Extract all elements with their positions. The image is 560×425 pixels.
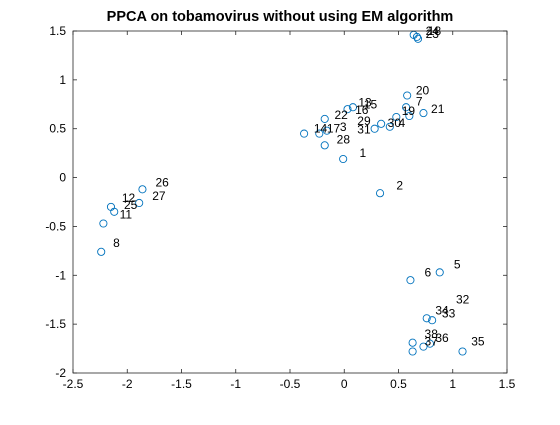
point-label: 13 [358, 95, 372, 109]
data-point [392, 112, 401, 122]
point-label: 7 [416, 94, 423, 108]
y-tick-label: 0 [59, 171, 66, 185]
y-tick-label: -1.5 [45, 317, 66, 331]
data-point [343, 105, 352, 114]
point-label: 27 [152, 189, 166, 203]
point-label: 30 [388, 116, 402, 130]
point-label: 16 [355, 103, 369, 117]
data-point [406, 276, 415, 285]
x-tick-label: -0.5 [280, 377, 301, 391]
plot-area [73, 31, 507, 373]
y-tick-label: -0.5 [45, 219, 66, 233]
data-point [425, 339, 435, 348]
data-point [339, 154, 348, 164]
data-point [322, 126, 331, 135]
data-point [348, 103, 357, 112]
data-point [428, 316, 437, 325]
axis-ticks: -2.5 -2 -1.5 -1 -0.5 0 0.5 1 1.5-2-1.5-1-0.500.5… [45, 24, 515, 391]
point-label: 38 [425, 327, 439, 341]
data-points [97, 30, 467, 356]
data-point [138, 185, 147, 194]
point-label: 33 [442, 306, 456, 320]
point-label: 8 [113, 236, 120, 250]
point-label: 34 [435, 303, 449, 317]
point-label: 25 [124, 198, 138, 212]
point-label: 23 [426, 27, 440, 41]
data-point [408, 338, 417, 347]
point-label: 26 [155, 175, 169, 189]
data-point [135, 198, 144, 208]
data-point [385, 122, 394, 131]
x-tick-label: 0.5 [390, 377, 407, 391]
data-point [97, 247, 106, 256]
data-point [458, 347, 467, 356]
x-tick-label: -1.5 [171, 377, 192, 391]
data-point [99, 219, 108, 228]
data-point [320, 141, 329, 150]
data-point [110, 207, 119, 216]
point-label: 15 [364, 97, 378, 111]
point-label: 19 [402, 104, 416, 118]
point-label: 12 [122, 191, 136, 205]
point-label: 11 [120, 208, 133, 222]
point-label: 5 [454, 258, 461, 272]
data-point [412, 32, 421, 41]
y-tick-label: -2 [55, 366, 66, 380]
point-label: 2 [396, 178, 403, 192]
data-point [435, 268, 444, 277]
y-tick-label: -1 [55, 268, 66, 282]
x-tick-label: 1.5 [499, 377, 516, 391]
point-label: 3 [340, 120, 347, 134]
x-tick-label: -1 [230, 377, 241, 391]
point-label: 4 [399, 116, 406, 130]
data-point [320, 114, 329, 123]
data-point [377, 119, 386, 128]
x-tick-label: 0 [341, 377, 348, 391]
point-label: 21 [431, 102, 445, 116]
y-tick-label: 0.5 [49, 122, 66, 136]
data-point [315, 129, 324, 138]
point-label: 29 [357, 114, 371, 128]
point-label: 36 [435, 331, 449, 345]
data-point [300, 129, 309, 138]
point-label: 31 [357, 123, 371, 137]
point-label: 35 [471, 335, 485, 349]
x-tick-label: -2.5 [63, 377, 84, 391]
data-point [408, 347, 417, 356]
data-point [403, 91, 412, 100]
point-label: 37 [425, 335, 439, 349]
data-point [413, 34, 423, 43]
data-point [419, 342, 428, 351]
axes-box [72, 30, 508, 374]
point-label: 17 [327, 122, 341, 136]
point-label: 14 [314, 122, 328, 136]
chart-title: PPCA on tobamovirus without using EM alg… [106, 9, 454, 25]
data-point [376, 189, 385, 198]
point-label: 6 [425, 265, 432, 279]
x-tick-label: -2 [122, 377, 133, 391]
data-point [405, 111, 414, 121]
data-point [419, 109, 428, 118]
y-tick-label: 1 [59, 73, 66, 87]
point-label: 20 [416, 84, 430, 98]
point-label: 22 [334, 108, 348, 122]
data-point [370, 124, 379, 133]
point-label: 32 [456, 293, 470, 307]
x-tick-label: 1 [449, 377, 456, 391]
point-label: 28 [337, 132, 351, 146]
y-tick-label: 1.5 [49, 24, 66, 38]
data-point [402, 103, 411, 112]
data-point [422, 314, 431, 323]
point-label: 1 [359, 146, 366, 160]
